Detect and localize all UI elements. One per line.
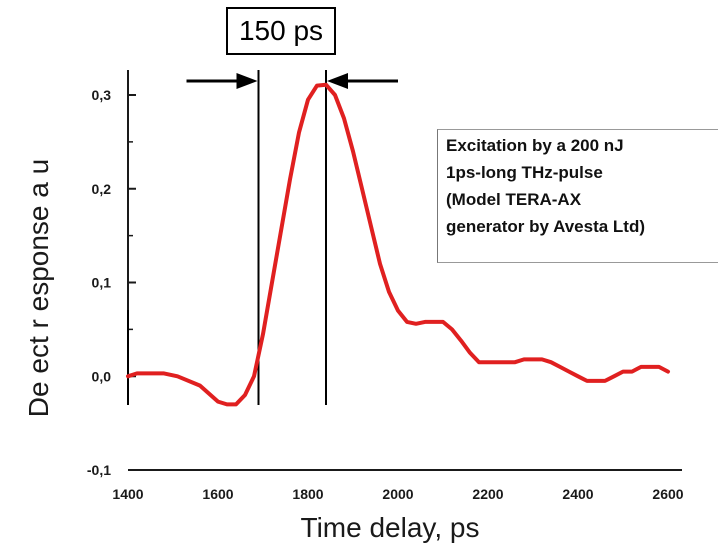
arrow-right-head [327, 73, 348, 89]
x-tick-label-2: 1800 [292, 486, 323, 502]
annotation-line-1: Excitation by a 200 nJ [446, 136, 624, 155]
y-tick-label-1: 0,2 [92, 181, 112, 197]
series-line-0 [126, 82, 670, 407]
x-tick-label-3: 2000 [382, 486, 413, 502]
x-tick-label-1: 1600 [202, 486, 233, 502]
annotation-line-2: 1ps-long THz-pulse [446, 163, 603, 182]
width-arrows [186, 73, 398, 89]
width-label-box: 150 ps [226, 7, 336, 55]
annotation-line-4: generator by Avesta Ltd) [446, 217, 646, 236]
width-label: 150 ps [238, 15, 324, 46]
y-tick-label-0: 0,3 [92, 87, 112, 103]
x-axis-title: Time delay, ps [301, 512, 480, 543]
y-axis-title: De ect r esponse a u [23, 159, 54, 417]
y-tick-label-3: 0,0 [92, 368, 112, 384]
x-tick-label-6: 2600 [652, 486, 683, 502]
x-tick-label-0: 1400 [112, 486, 143, 502]
annotation-box: Excitation by a 200 nJ 1ps-long THz-puls… [437, 129, 718, 263]
x-tick-label-4: 2200 [472, 486, 503, 502]
annotation-line-3: (Model TERA-AX [446, 190, 582, 209]
y-tick-label-4: -0,1 [87, 462, 111, 478]
x-tick-label-5: 2400 [562, 486, 593, 502]
reference-lines [127, 70, 327, 405]
y-tick-label-2: 0,1 [92, 275, 112, 291]
series-group [126, 82, 670, 407]
arrow-left-head [236, 73, 258, 89]
